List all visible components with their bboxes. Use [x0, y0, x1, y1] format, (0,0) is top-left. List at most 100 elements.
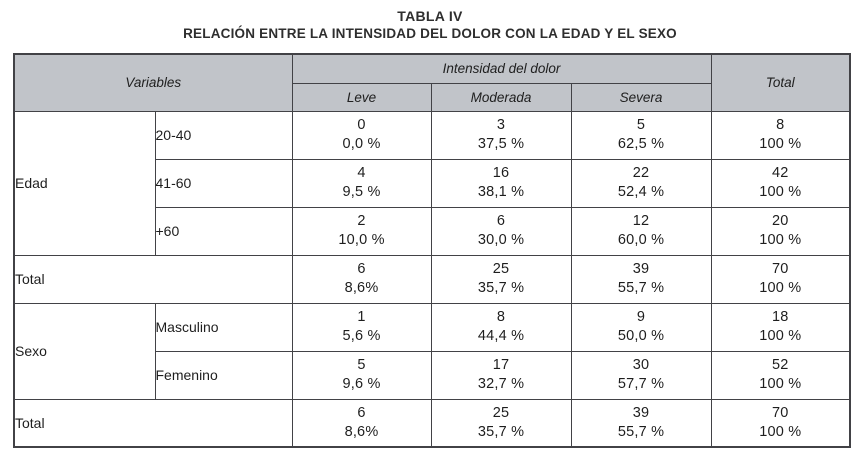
cell-count: 6 — [496, 213, 506, 229]
table-row: Edad 20-40 0 0,0 % 3 37,5 % 5 62,5 % 8 1… — [13, 110, 851, 256]
cell-count: 6 — [357, 261, 366, 277]
table-row-total: Total 6 8,6% 25 35,7 % 39 55,7 % 70 100 … — [13, 398, 851, 448]
data-cell: 42 100 % — [710, 158, 851, 208]
data-cell: 39 55,7 % — [570, 254, 712, 304]
cell-count: 4 — [357, 165, 366, 181]
data-cell: 6 8,6% — [291, 254, 432, 304]
table-caption: TABLA IV RELACIÓN ENTRE LA INTENSIDAD DE… — [0, 0, 860, 43]
cell-count: 16 — [492, 165, 510, 181]
table-row: Sexo Masculino 1 5,6 % 8 44,4 % 9 50,0 %… — [13, 302, 851, 400]
cell-count: 8 — [496, 309, 506, 325]
cell-count: 5 — [357, 357, 366, 373]
header-row-1: Variables Intensidad del dolor Total — [13, 53, 851, 112]
row-label-total: Total — [13, 254, 293, 304]
cell-percent: 9,6 % — [342, 376, 381, 392]
row-label: 41-60 — [154, 158, 293, 208]
cell-count: 9 — [636, 309, 646, 325]
data-cell: 70 100 % — [710, 254, 851, 304]
data-cell: 6 30,0 % — [430, 206, 572, 256]
cell-count: 3 — [496, 117, 506, 133]
data-cell: 3 37,5 % — [430, 110, 572, 160]
data-cell: 5 62,5 % — [570, 110, 712, 160]
table-number-title: TABLA IV — [397, 8, 463, 24]
data-cell: 0 0,0 % — [291, 110, 432, 160]
cell-count: 18 — [772, 309, 789, 325]
cell-percent: 100 % — [759, 423, 802, 440]
row-label: Femenino — [154, 350, 293, 400]
cell-percent: 55,7 % — [617, 423, 665, 440]
data-cell: 70 100 % — [710, 398, 851, 448]
header-severa: Severa — [570, 82, 712, 112]
header-intensity-group: Intensidad del dolor — [291, 53, 712, 84]
data-cell: 8 44,4 % — [430, 302, 572, 352]
cell-percent: 35,7 % — [477, 423, 525, 440]
data-cell: 5 9,6 % — [291, 350, 432, 400]
data-cell: 17 32,7 % — [430, 350, 572, 400]
data-cell: 2 10,0 % — [291, 206, 432, 256]
row-label-total: Total — [13, 398, 293, 448]
table-row: 41-60 4 9,5 % 16 38,1 % 22 52,4 % 42 100… — [14, 158, 851, 208]
data-cell: 25 35,7 % — [430, 398, 572, 448]
data-cell: 18 100 % — [710, 302, 851, 352]
table-description-title: RELACIÓN ENTRE LA INTENSIDAD DEL DOLOR C… — [183, 26, 677, 41]
data-cell: 22 52,4 % — [570, 158, 712, 208]
table-row-total: Total 6 8,6% 25 35,7 % 39 55,7 % 70 100 … — [13, 254, 851, 304]
header-moderada: Moderada — [430, 82, 572, 112]
data-cell: 12 60,0 % — [570, 206, 712, 256]
cell-count: 25 — [492, 404, 510, 421]
cell-count: 1 — [357, 309, 366, 325]
data-cell: 1 5,6 % — [291, 302, 432, 352]
cell-percent: 100 % — [759, 376, 802, 392]
cell-percent: 0,0 % — [342, 136, 381, 152]
header-leve: Leve — [291, 82, 432, 112]
data-cell: 39 55,7 % — [570, 398, 712, 448]
cell-percent: 9,5 % — [342, 184, 381, 200]
cell-percent: 5,6 % — [342, 328, 381, 344]
cell-count: 2 — [357, 213, 366, 229]
cell-percent: 8,6% — [344, 423, 379, 440]
cell-count: 12 — [632, 213, 650, 229]
cell-count: 42 — [772, 165, 789, 181]
cell-count: 70 — [772, 404, 789, 421]
cell-count: 70 — [772, 261, 789, 277]
data-cell: 8 100 % — [710, 110, 851, 160]
cell-count: 22 — [632, 165, 650, 181]
data-cell: 25 35,7 % — [430, 254, 572, 304]
cell-count: 25 — [492, 261, 510, 277]
cell-count: 6 — [357, 404, 366, 421]
group-label-sexo: Sexo — [13, 302, 156, 400]
data-cell: 20 100 % — [710, 206, 851, 256]
cell-count: 39 — [632, 404, 650, 421]
cell-count: 5 — [636, 117, 646, 133]
data-cell: 6 8,6% — [291, 398, 432, 448]
cell-percent: 8,6% — [344, 280, 379, 296]
cell-count: 30 — [632, 357, 650, 373]
cell-percent: 52,4 % — [617, 184, 665, 200]
cell-percent: 55,7 % — [617, 280, 665, 296]
data-cell: 4 9,5 % — [291, 158, 432, 208]
cell-percent: 62,5 % — [617, 136, 665, 152]
header-row-2: Leve Moderada Severa — [14, 82, 850, 112]
data-cell: 16 38,1 % — [430, 158, 572, 208]
data-cell: 9 50,0 % — [570, 302, 712, 352]
cell-percent: 50,0 % — [617, 328, 665, 344]
cell-percent: 100 % — [759, 280, 802, 296]
cell-count: 8 — [776, 117, 785, 133]
group-label-edad: Edad — [13, 110, 156, 256]
cell-count: 0 — [357, 117, 366, 133]
cell-percent: 35,7 % — [477, 280, 525, 296]
cell-percent: 30,0 % — [477, 232, 525, 248]
cell-percent: 10,0 % — [338, 232, 385, 248]
data-table: Variables Intensidad del dolor Total Lev… — [13, 53, 852, 448]
cell-percent: 100 % — [759, 328, 802, 344]
cell-percent: 100 % — [759, 232, 802, 248]
cell-count: 52 — [772, 357, 789, 373]
cell-percent: 44,4 % — [477, 328, 525, 344]
cell-count: 20 — [772, 213, 789, 229]
header-variables: Variables — [13, 53, 293, 112]
row-label: Masculino — [154, 302, 293, 352]
cell-count: 17 — [492, 357, 510, 373]
row-label: 20-40 — [154, 110, 293, 160]
cell-count: 39 — [632, 261, 650, 277]
cell-percent: 57,7 % — [617, 376, 665, 392]
